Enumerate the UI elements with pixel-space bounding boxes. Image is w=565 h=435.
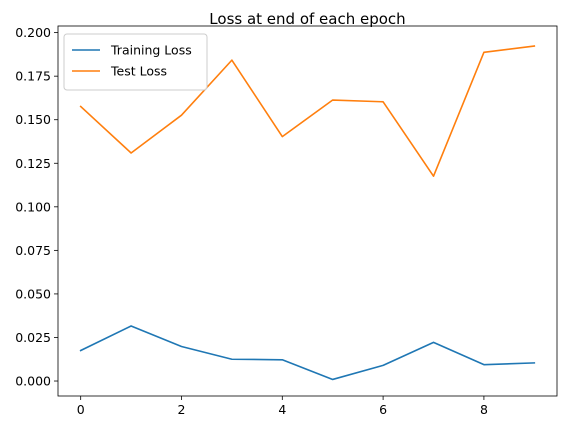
series-layer	[79, 45, 536, 381]
y-tick-label: 0.025	[15, 330, 51, 345]
y-tick-label: 0.200	[15, 25, 51, 40]
series-line-test-loss	[79, 45, 536, 177]
series-line-training-loss	[79, 325, 536, 381]
x-tick-label: 8	[480, 402, 488, 417]
x-tick-label: 2	[178, 402, 186, 417]
y-tick-label: 0.075	[15, 243, 51, 258]
y-tick-label: 0.050	[15, 286, 51, 301]
x-tick-label: 0	[77, 402, 85, 417]
axes-frame	[57, 25, 558, 397]
x-tick-label: 6	[379, 402, 387, 417]
y-tick-label: 0.175	[15, 69, 51, 84]
y-tick-label: 0.100	[15, 199, 51, 214]
chart-title: Loss at end of each epoch	[209, 10, 405, 28]
y-axis: 0.000 0.025 0.050 0.075 0.100 0.125 0.150 0.175…	[15, 25, 58, 389]
legend-box	[63, 33, 208, 91]
legend-label: Test Loss	[110, 64, 167, 79]
y-tick-label: 0.150	[15, 112, 51, 127]
y-tick-label: 0.125	[15, 156, 51, 171]
y-tick-label: 0.000	[15, 374, 51, 389]
legend: Training Loss Test Loss	[63, 33, 208, 91]
x-axis: 0 2 4 6 8	[77, 396, 488, 417]
x-tick-label: 4	[278, 402, 286, 417]
legend-label: Training Loss	[110, 43, 192, 58]
